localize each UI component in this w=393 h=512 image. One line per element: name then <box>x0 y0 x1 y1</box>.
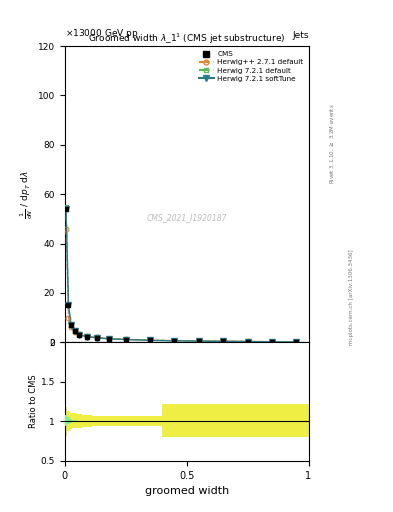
Text: mcplots.cern.ch [arXiv:1306.3436]: mcplots.cern.ch [arXiv:1306.3436] <box>349 249 354 345</box>
Text: Jets: Jets <box>292 31 309 40</box>
Text: CMS_2021_I1920187: CMS_2021_I1920187 <box>147 214 227 222</box>
Y-axis label: $\frac{1}{\mathrm{d}N}$ / $\mathrm{d}p_T$ $\mathrm{d}\lambda$: $\frac{1}{\mathrm{d}N}$ / $\mathrm{d}p_T… <box>18 169 35 219</box>
X-axis label: groomed width: groomed width <box>145 486 229 496</box>
Text: Rivet 3.1.10, $\geq$ 3.2M events: Rivet 3.1.10, $\geq$ 3.2M events <box>328 103 336 184</box>
Y-axis label: Ratio to CMS: Ratio to CMS <box>29 375 38 429</box>
Text: $\times$13000 GeV pp: $\times$13000 GeV pp <box>65 27 138 40</box>
Title: Groomed width $\lambda\_1^1$ (CMS jet substructure): Groomed width $\lambda\_1^1$ (CMS jet su… <box>88 32 285 46</box>
Legend: CMS, Herwig++ 2.7.1 default, Herwig 7.2.1 default, Herwig 7.2.1 softTune: CMS, Herwig++ 2.7.1 default, Herwig 7.2.… <box>197 50 305 83</box>
